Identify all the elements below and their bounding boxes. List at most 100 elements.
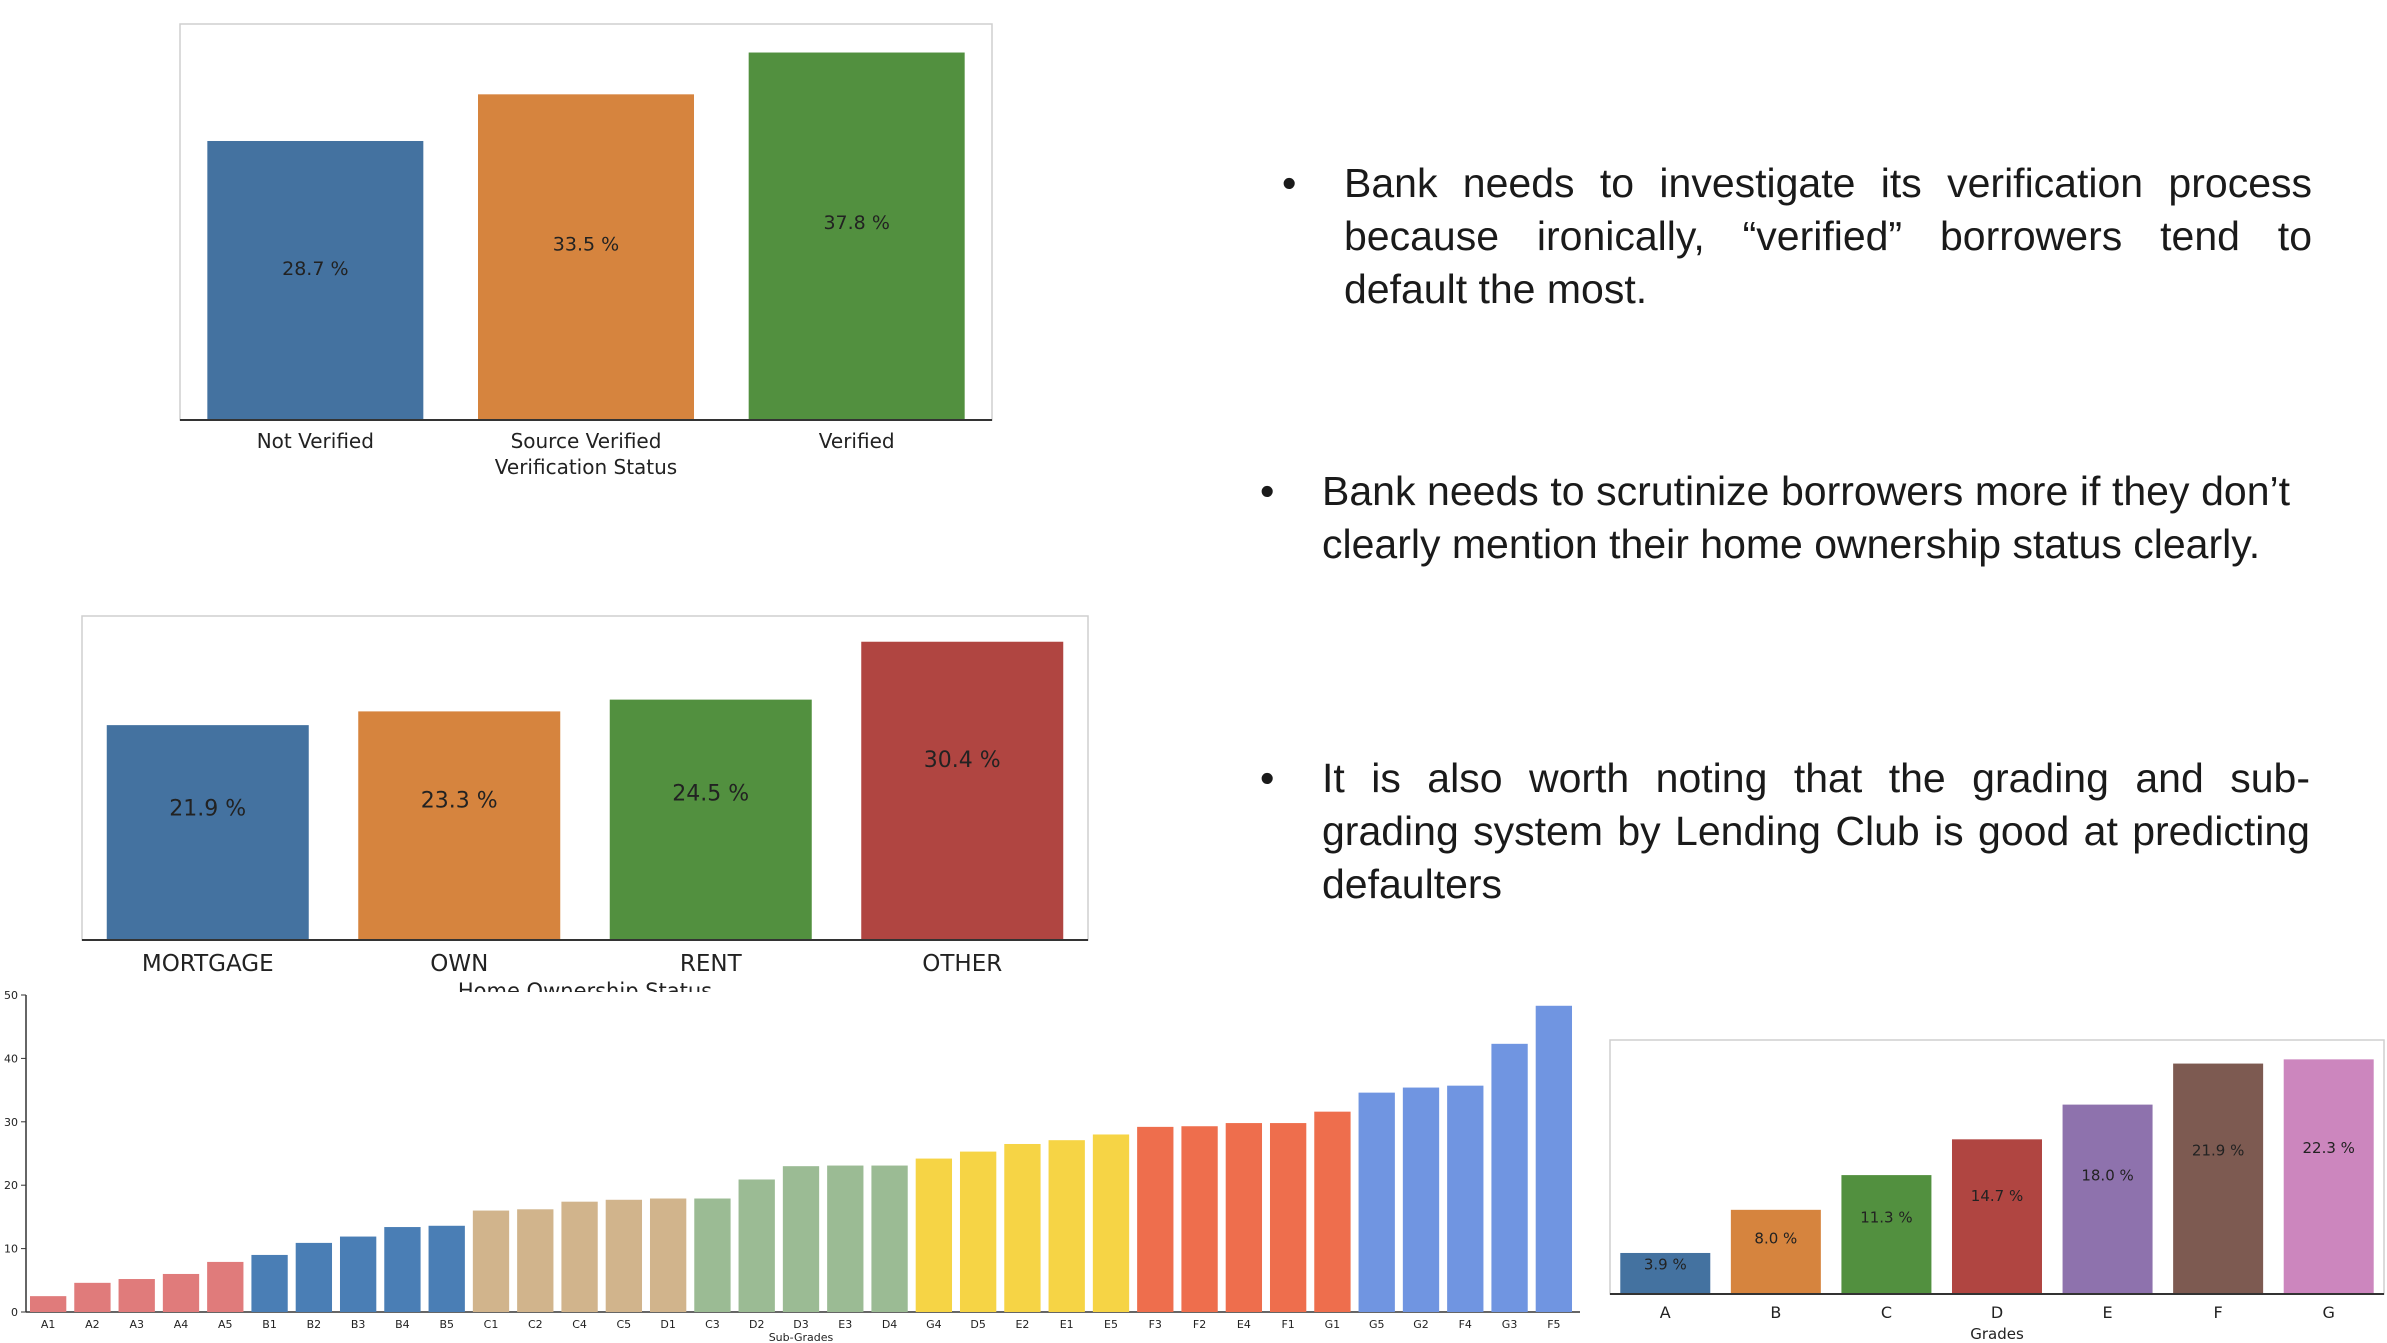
sub-grades-chart: 0 10 20 30 40 50 A1 A2 A3 A4 A5 B1 B2 B3 B4 B5 C1 C2 C4 C5 D… [0, 989, 1580, 1343]
x-tick-label-a1: A1 [41, 1318, 56, 1331]
x-tick-label-b: B [1770, 1303, 1781, 1322]
bullet-grading: • It is also worth noting that the gradi… [1260, 752, 2310, 911]
bullet-verification: • Bank needs to investigate its verifica… [1282, 157, 2312, 316]
bullet-dot: • [1260, 468, 1275, 514]
data-label-e: 18.0 % [2081, 1166, 2133, 1184]
bar-a2 [74, 1282, 111, 1312]
y-tick-label-20: 20 [4, 1179, 18, 1192]
grades-svg: 3.9 % A 8.0 % B 11.3 % C 14.7 % D 18.0 % E 21.9 % F… [1609, 1039, 2385, 1343]
grades-chart: 3.9 % A 8.0 % B 11.3 % C 14.7 % D 18.0 % E 21.9 % F… [1600, 1036, 2387, 1343]
bar-other [861, 641, 1064, 940]
bar-verified [748, 52, 965, 420]
x-tick-label-f: F [2214, 1303, 2223, 1322]
x-tick-label-e: E [2103, 1303, 2113, 1322]
bar-g5 [1358, 1092, 1395, 1312]
bullet-home-ownership: • Bank needs to scrutinize borrowers mor… [1260, 465, 2290, 571]
bar-e3 [827, 1165, 864, 1312]
bar-c2 [517, 1209, 554, 1312]
bar-g [2283, 1059, 2374, 1294]
x-tick-label-c2: C2 [528, 1318, 543, 1331]
x-tick-label-a2: A2 [85, 1318, 100, 1331]
bar-f3 [1137, 1126, 1174, 1312]
bar-g4 [915, 1158, 953, 1312]
bullet-text-home-ownership: Bank needs to scrutinize borrowers more … [1322, 468, 2290, 567]
bar-e [2062, 1104, 2153, 1294]
x-tick-label-e2: E2 [1015, 1318, 1029, 1331]
x-tick-label-d1: D1 [660, 1318, 675, 1331]
x-tick-label-f5: F5 [1547, 1318, 1560, 1331]
bar-d2 [738, 1179, 775, 1312]
data-label-mortgage: 21.9 % [169, 796, 246, 821]
data-label-source-verified: 33.5 % [553, 234, 619, 256]
bar-own [358, 711, 561, 940]
x-tick-label-not-verified: Not Verified [257, 429, 374, 453]
bar-f1 [1269, 1123, 1307, 1312]
bar-mortgage [106, 725, 309, 940]
x-tick-label-e3: E3 [838, 1318, 852, 1331]
sub-grades-svg: 0 10 20 30 40 50 A1 A2 A3 A4 A5 B1 B2 B3 B4 B5 C1 C2 C4 C5 D… [4, 989, 1580, 1343]
x-tick-label-d2: D2 [749, 1318, 764, 1331]
bar-c5 [605, 1199, 643, 1312]
bar-a5 [207, 1261, 244, 1312]
x-tick-label-g: G [2323, 1303, 2335, 1322]
bar-d [1951, 1139, 2042, 1294]
y-tick-label-40: 40 [4, 1052, 18, 1065]
x-tick-label-d4: D4 [882, 1318, 897, 1331]
y-tick-label-0: 0 [11, 1306, 18, 1319]
bar-b1 [251, 1254, 288, 1312]
bar-a3 [118, 1279, 155, 1312]
x-tick-label-d: D [1991, 1303, 2003, 1322]
x-axis-label: Grades [1970, 1325, 2024, 1343]
bar-f5 [1535, 1005, 1573, 1312]
bar-a4 [162, 1273, 200, 1312]
x-tick-label-g2: G2 [1413, 1318, 1429, 1331]
data-label-not-verified: 28.7 % [282, 258, 348, 280]
x-tick-label-e5: E5 [1104, 1318, 1118, 1331]
bar-c4 [561, 1201, 598, 1312]
bar-a1 [29, 1296, 67, 1312]
x-tick-label-d5: D5 [970, 1318, 985, 1331]
data-label-other: 30.4 % [924, 748, 1001, 773]
x-tick-label-c5: C5 [617, 1318, 632, 1331]
verification-status-svg: 28.7 % Not Verified 33.5 % Source Verified 3… [179, 23, 993, 479]
x-tick-label-b3: B3 [351, 1318, 366, 1331]
bar-f [2173, 1063, 2264, 1294]
x-tick-label-g3: G3 [1502, 1318, 1518, 1331]
bullet-dot: • [1282, 160, 1297, 206]
x-tick-label-b1: B1 [262, 1318, 277, 1331]
x-axis-label: Verification Status [495, 455, 677, 479]
x-tick-label-g1: G1 [1325, 1318, 1341, 1331]
x-tick-label-d3: D3 [793, 1318, 808, 1331]
x-tick-label-f1: F1 [1281, 1318, 1294, 1331]
data-label-c: 11.3 % [1860, 1209, 1912, 1227]
x-tick-label-f2: F2 [1193, 1318, 1206, 1331]
y-tick-label-50: 50 [4, 989, 18, 1002]
bullet-dot: • [1260, 755, 1275, 801]
x-tick-label-mortgage: MORTGAGE [142, 951, 274, 977]
x-tick-label-a4: A4 [174, 1318, 189, 1331]
bar-b [1730, 1209, 1821, 1294]
x-axis-label: Sub-Grades [769, 1331, 834, 1343]
x-tick-label-c3: C3 [705, 1318, 720, 1331]
x-tick-label-g4: G4 [926, 1318, 942, 1331]
x-tick-label-a5: A5 [218, 1318, 233, 1331]
bar-e5 [1092, 1134, 1130, 1312]
bar-b2 [295, 1242, 333, 1312]
x-tick-label-own: OWN [430, 951, 488, 977]
x-tick-label-a3: A3 [129, 1318, 144, 1331]
bar-b4 [384, 1227, 421, 1312]
x-tick-label-g5: G5 [1369, 1318, 1385, 1331]
data-label-g: 22.3 % [2302, 1139, 2354, 1157]
bar-f4 [1447, 1085, 1484, 1312]
data-label-d: 14.7 % [1971, 1187, 2023, 1205]
bullet-text-verification: Bank needs to investigate its verificati… [1344, 160, 2312, 312]
bar-rent [609, 699, 812, 940]
bar-c3 [694, 1198, 731, 1312]
bar-not-verified [207, 140, 424, 420]
home-ownership-chart: 21.9 % MORTGAGE 23.3 % OWN 24.5 % RENT 30.4 % O… [80, 614, 1100, 992]
bar-b3 [339, 1236, 377, 1312]
bar-d4 [871, 1165, 908, 1312]
bar-d5 [959, 1151, 997, 1312]
x-tick-label-c: C [1881, 1303, 1892, 1322]
bar-a [1620, 1252, 1711, 1294]
